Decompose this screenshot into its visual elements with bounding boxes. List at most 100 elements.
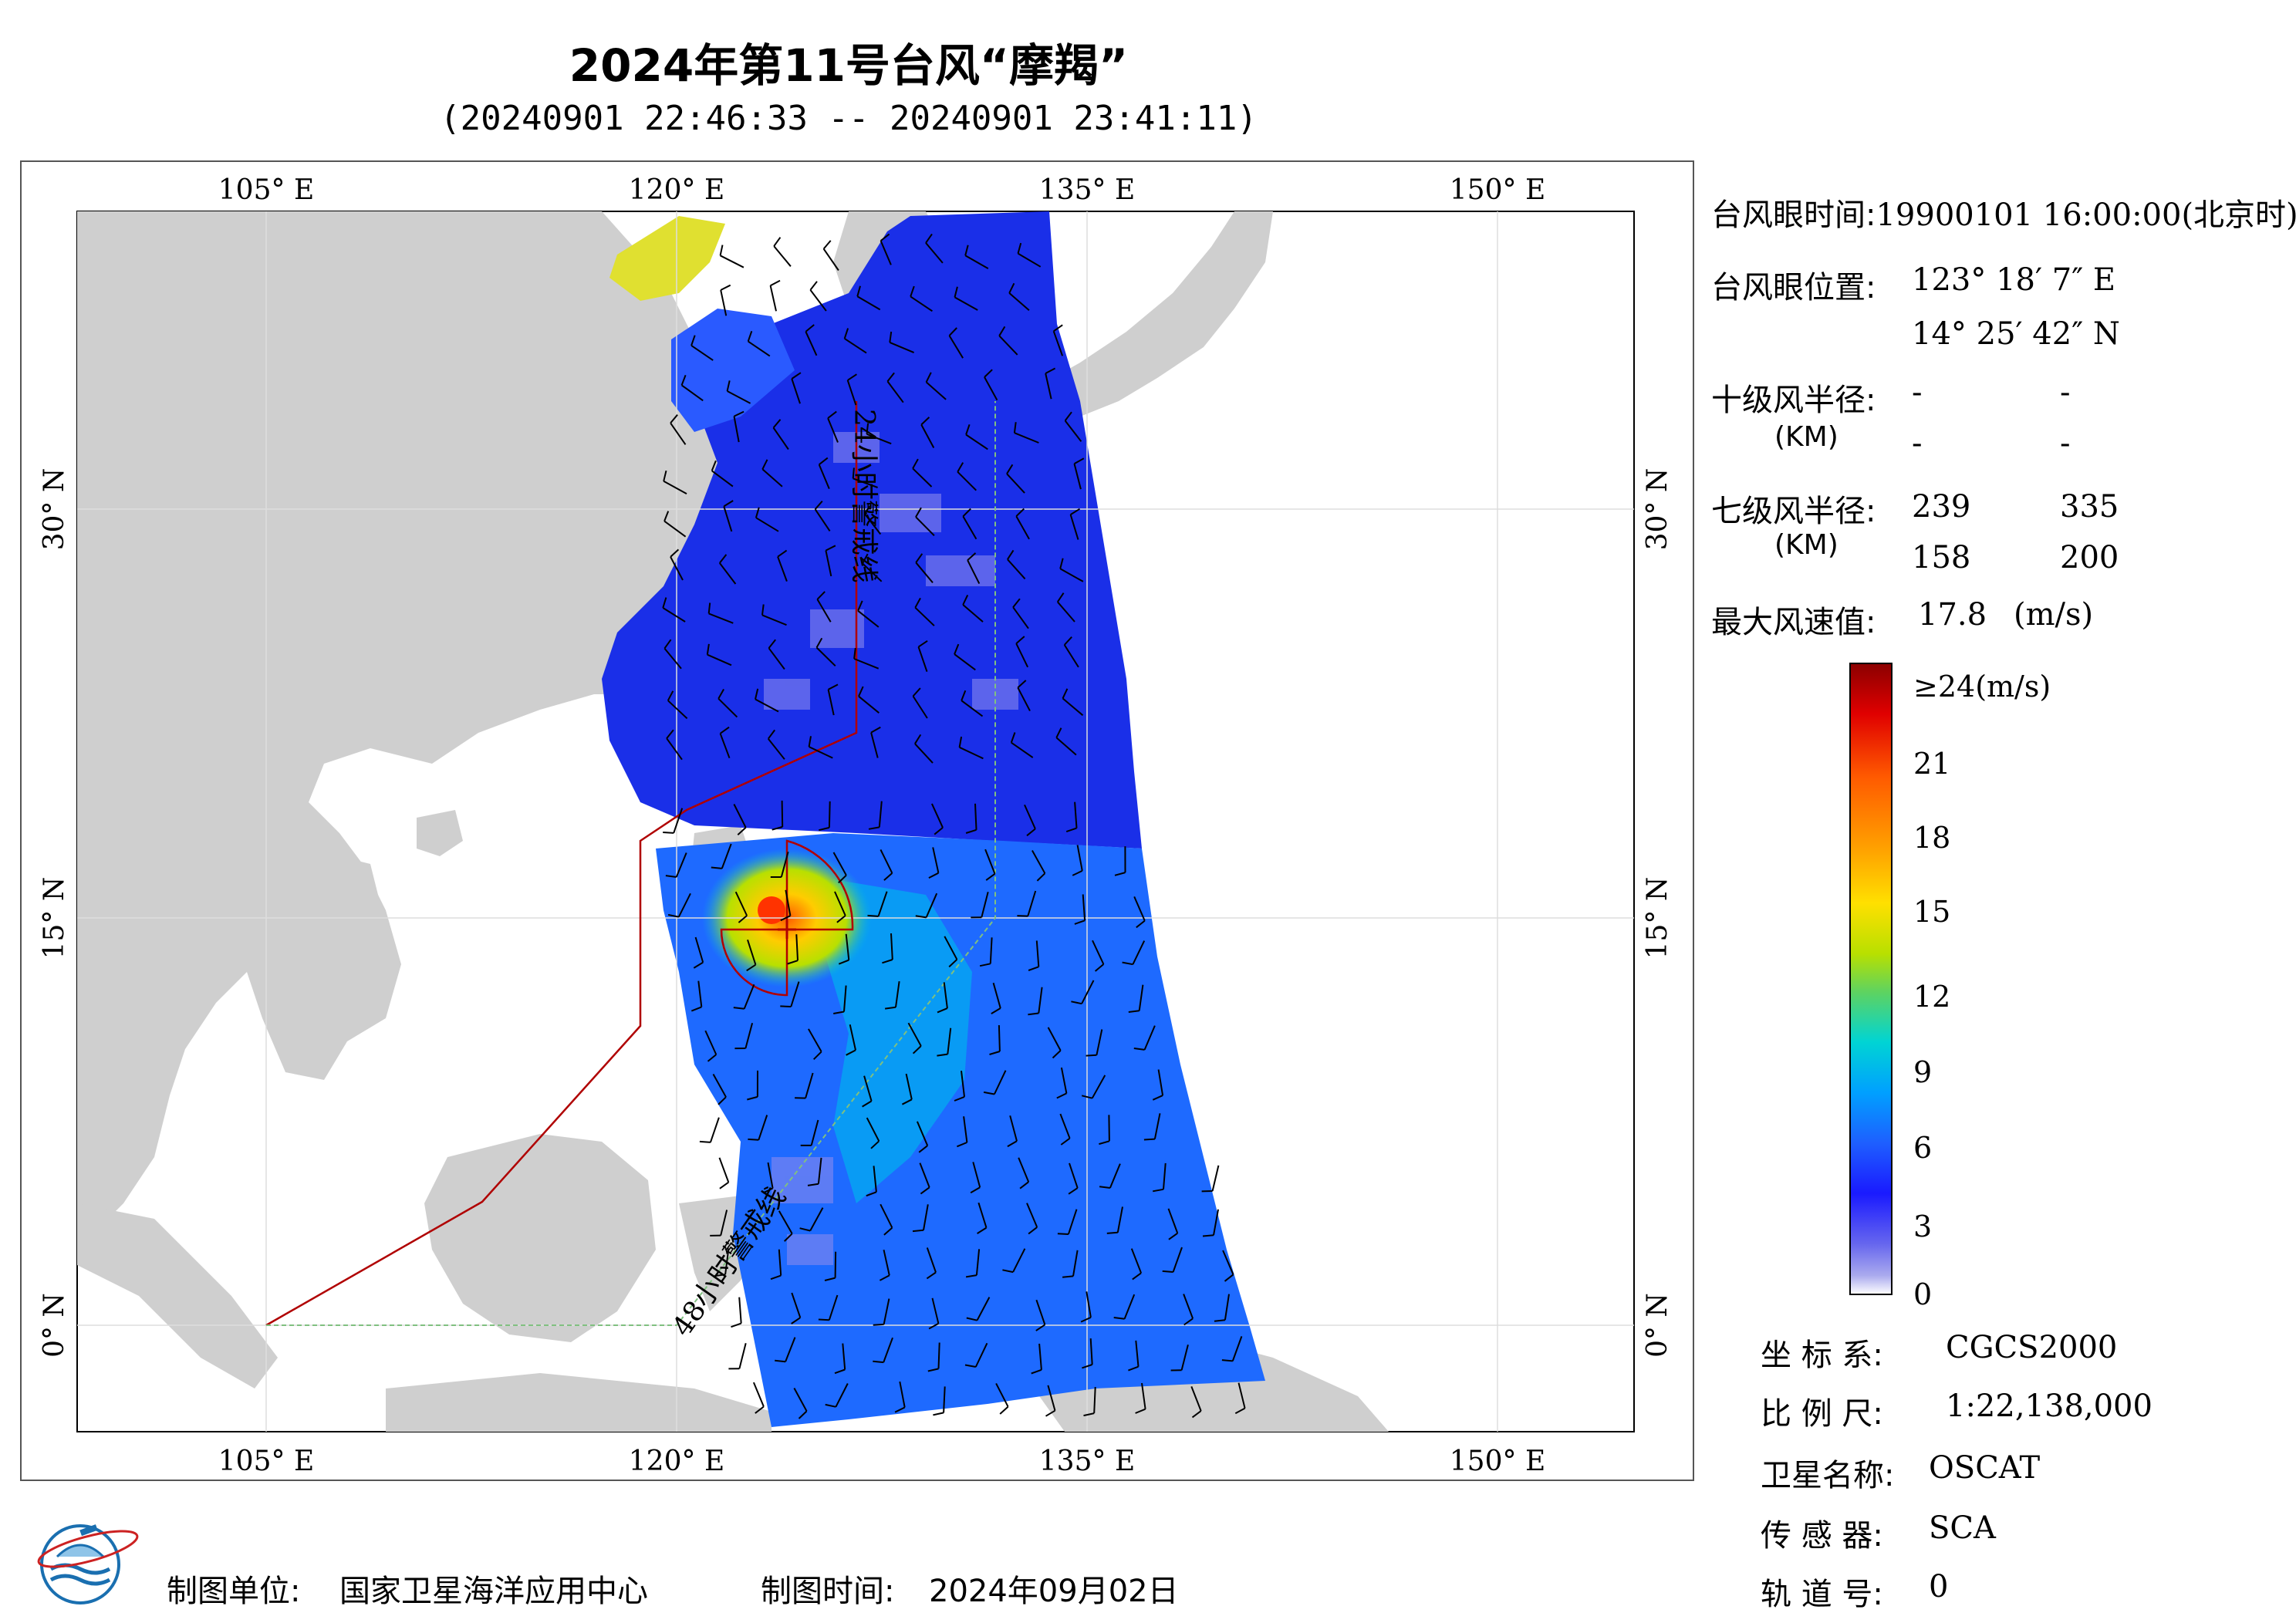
wind-barb [923,1204,929,1230]
map-frame [20,160,1694,1481]
wind-barb-feather [989,1051,1001,1055]
lon-bottom-150: 150° E [1450,1446,1545,1477]
wind-barb-feather [958,736,963,747]
wind-barb [677,892,691,918]
wind-barb [778,1210,793,1234]
eye-time-value: 19900101 16:00:00(北京时) [1876,197,2296,233]
wind-barb-feather [1224,1274,1234,1282]
r7-value-1: 239 [1912,489,1971,525]
wind-barb-feather [1031,1368,1042,1375]
wind-barb-feather [954,286,958,298]
wind-barb-feather [847,373,857,381]
wind-barb [984,849,996,875]
wind-barb [1172,1247,1183,1273]
sumatra-malay [77,1203,278,1388]
lon-top-135: 135° E [1039,174,1135,206]
wind-barb-feather [723,500,734,508]
wind-barb [961,1070,965,1098]
wind-barb [767,1162,774,1189]
wind-barb [866,433,892,445]
crs-value: CGCS2000 [1946,1330,2118,1365]
wind-barb [895,980,900,1007]
wind-barb-feather [954,1095,965,1102]
lat-right-0: 0° N [1642,1293,1673,1358]
wind-barb [755,517,779,532]
wind-barb [724,1248,730,1275]
wind-barb [1015,643,1028,668]
wind-barb [719,733,731,759]
wind-barb-feather [915,915,927,919]
wind-barb [780,851,789,878]
wind-barb [666,737,683,761]
wind-barb [663,520,687,538]
wind-barb [916,1121,929,1146]
lat-right-15: 15° N [1642,877,1673,960]
wind-barb-feather [1007,549,1015,560]
wind-barb [745,1022,754,1049]
wind-barb [1231,1336,1243,1361]
r7-row: 七级风半径: [1711,486,1876,531]
wind-barb-feather [1071,1000,1082,1005]
wind-barb [718,1157,730,1183]
wind-barb [708,612,734,624]
wind-barb [857,610,880,628]
eye-pos-row: 台风眼位置: 123° 18′ 7″ E [1711,262,2115,307]
wind-barb-feather [1052,1050,1062,1059]
wind-barb-feather [816,591,826,600]
wind-barb [976,1297,991,1321]
wind-barb-feather [926,1271,937,1280]
lat-labels-left: 30° N 15° N 0° N [39,468,70,1358]
wind-barb-feather [791,372,802,380]
wind-barb-feather [787,960,799,965]
wind-barb-feather [964,245,969,256]
lat-left-30: 30° N [39,468,70,551]
wind-barb-feather [1168,1232,1178,1240]
wind-barb [1015,515,1030,540]
eye-time-row: 台风眼时间:19900101 16:00:00(北京时) [1711,190,2296,235]
wind-barb [1091,1075,1106,1099]
wind-barb [718,697,738,718]
wind-barb-feather [918,1145,928,1153]
wind-barb-feather [1080,1316,1092,1323]
wind-barb-feather [1083,1412,1095,1417]
wind-barb-feather [954,643,960,655]
wind-barb-feather [1028,1012,1039,1016]
wind-barb-feather [812,1051,822,1061]
wind-barb-feather [838,874,847,884]
wind-barb-feather [1234,1407,1246,1415]
wind-barb [707,653,732,666]
producer-value: 国家卫星海洋应用中心 [339,1574,648,1609]
wind-barb-feather [731,1322,742,1328]
wind-barb-feather [791,1317,801,1324]
sensor-value: SCA [1929,1510,1996,1546]
wind-barb [805,331,818,356]
r7-unit: (KM) [1774,529,1838,561]
wind-barb-feather [720,284,731,291]
wind-barb [1211,1165,1220,1192]
wind-barb-feather [718,1096,727,1105]
wind-barb [818,464,830,489]
wind-barb-feather [1114,872,1126,876]
wind-barb-feather [747,1095,758,1101]
wind-barb [755,698,779,713]
wind-barb-feather [770,279,781,287]
wind-barb-feather [1026,828,1036,837]
wind-barb-feather [719,1181,729,1189]
wind-barb [1138,984,1144,1011]
wind-barb-feather [663,470,667,482]
wind-barb [1009,1115,1018,1142]
wind-barb [981,892,989,918]
wind-barb [915,516,935,537]
wind-barb [709,1117,720,1143]
wind-barb-feather [883,872,893,881]
wind-barb-feather [961,690,967,701]
wind-barb-feather [770,1274,782,1281]
wind-barb [1133,896,1146,921]
wind-barb-feather [934,827,944,835]
wind-barb [974,1342,988,1368]
wind-barb [1035,1299,1046,1325]
wind-barb-feather [773,237,782,247]
wind-barb-feather [1017,680,1027,689]
crs-label: 坐 标 系: [1761,1338,1883,1373]
r7-value-4: 200 [2060,540,2119,575]
